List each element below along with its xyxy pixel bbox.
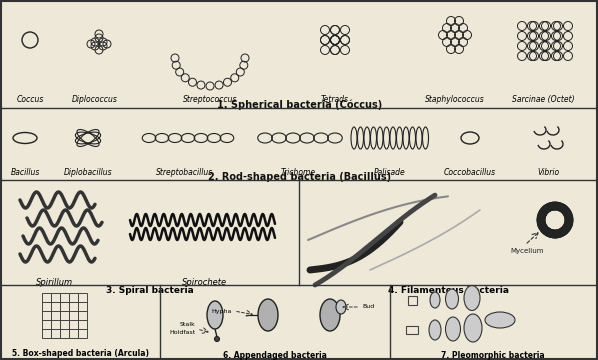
- Bar: [406, 326, 418, 334]
- Text: 1. Spherical bacteria (Cóccus): 1. Spherical bacteria (Cóccus): [218, 99, 383, 109]
- Bar: [69, 311, 78, 320]
- Ellipse shape: [485, 312, 515, 328]
- Text: Tetrads: Tetrads: [321, 95, 349, 104]
- Bar: [42, 320, 51, 329]
- Bar: [408, 296, 417, 305]
- Text: Trichome: Trichome: [280, 168, 316, 177]
- Bar: [69, 320, 78, 329]
- Bar: [42, 329, 51, 338]
- Text: Hypha: Hypha: [212, 309, 232, 314]
- Text: Palisade: Palisade: [374, 168, 406, 177]
- Text: Streptococcus: Streptococcus: [183, 95, 237, 104]
- Text: Diplobacillus: Diplobacillus: [64, 168, 112, 177]
- Bar: [51, 302, 60, 311]
- Bar: [78, 302, 87, 311]
- Bar: [51, 329, 60, 338]
- Bar: [60, 311, 69, 320]
- Text: 4. Filamentous bacteria: 4. Filamentous bacteria: [388, 286, 508, 295]
- Bar: [42, 311, 51, 320]
- Ellipse shape: [336, 300, 346, 314]
- Ellipse shape: [320, 299, 340, 331]
- Text: Diplococcus: Diplococcus: [72, 95, 118, 104]
- Text: 7. Pleomorphic bacteria: 7. Pleomorphic bacteria: [441, 351, 545, 360]
- Bar: [60, 293, 69, 302]
- Text: Sarcinae (Octet): Sarcinae (Octet): [512, 95, 574, 104]
- Bar: [60, 320, 69, 329]
- Text: Holdfast: Holdfast: [169, 330, 195, 336]
- Bar: [51, 311, 60, 320]
- Ellipse shape: [464, 314, 482, 342]
- Bar: [42, 293, 51, 302]
- Bar: [60, 329, 69, 338]
- Bar: [60, 302, 69, 311]
- Bar: [78, 293, 87, 302]
- Text: Vibrio: Vibrio: [537, 168, 559, 177]
- Bar: [78, 311, 87, 320]
- Bar: [42, 302, 51, 311]
- Ellipse shape: [258, 299, 278, 331]
- Text: Coccobacillus: Coccobacillus: [444, 168, 496, 177]
- Bar: [78, 320, 87, 329]
- Text: Coccus: Coccus: [16, 95, 44, 104]
- Ellipse shape: [446, 289, 459, 309]
- Text: 2. Rod-shaped bacteria (Bacillus): 2. Rod-shaped bacteria (Bacillus): [209, 172, 392, 182]
- Text: Stalk: Stalk: [179, 323, 195, 328]
- Bar: [51, 293, 60, 302]
- Text: Spirillum: Spirillum: [36, 278, 74, 287]
- Bar: [69, 293, 78, 302]
- Bar: [69, 302, 78, 311]
- Text: 6. Appendaged bacteria: 6. Appendaged bacteria: [223, 351, 327, 360]
- Text: 3. Spiral bacteria: 3. Spiral bacteria: [106, 286, 194, 295]
- Ellipse shape: [464, 285, 480, 310]
- Text: Streptobacillus: Streptobacillus: [156, 168, 213, 177]
- Bar: [51, 320, 60, 329]
- Ellipse shape: [429, 320, 441, 340]
- Ellipse shape: [430, 292, 440, 308]
- Ellipse shape: [446, 317, 460, 341]
- Text: 5. Box-shaped bacteria (Arcula): 5. Box-shaped bacteria (Arcula): [13, 349, 150, 358]
- Text: Staphylococcus: Staphylococcus: [425, 95, 485, 104]
- Ellipse shape: [207, 301, 223, 329]
- Text: Bud: Bud: [362, 305, 374, 310]
- Text: Spirochete: Spirochete: [182, 278, 228, 287]
- Circle shape: [215, 337, 219, 342]
- Bar: [78, 329, 87, 338]
- Bar: [69, 329, 78, 338]
- Text: Mycelium: Mycelium: [510, 248, 544, 254]
- Text: Bacillus: Bacillus: [10, 168, 39, 177]
